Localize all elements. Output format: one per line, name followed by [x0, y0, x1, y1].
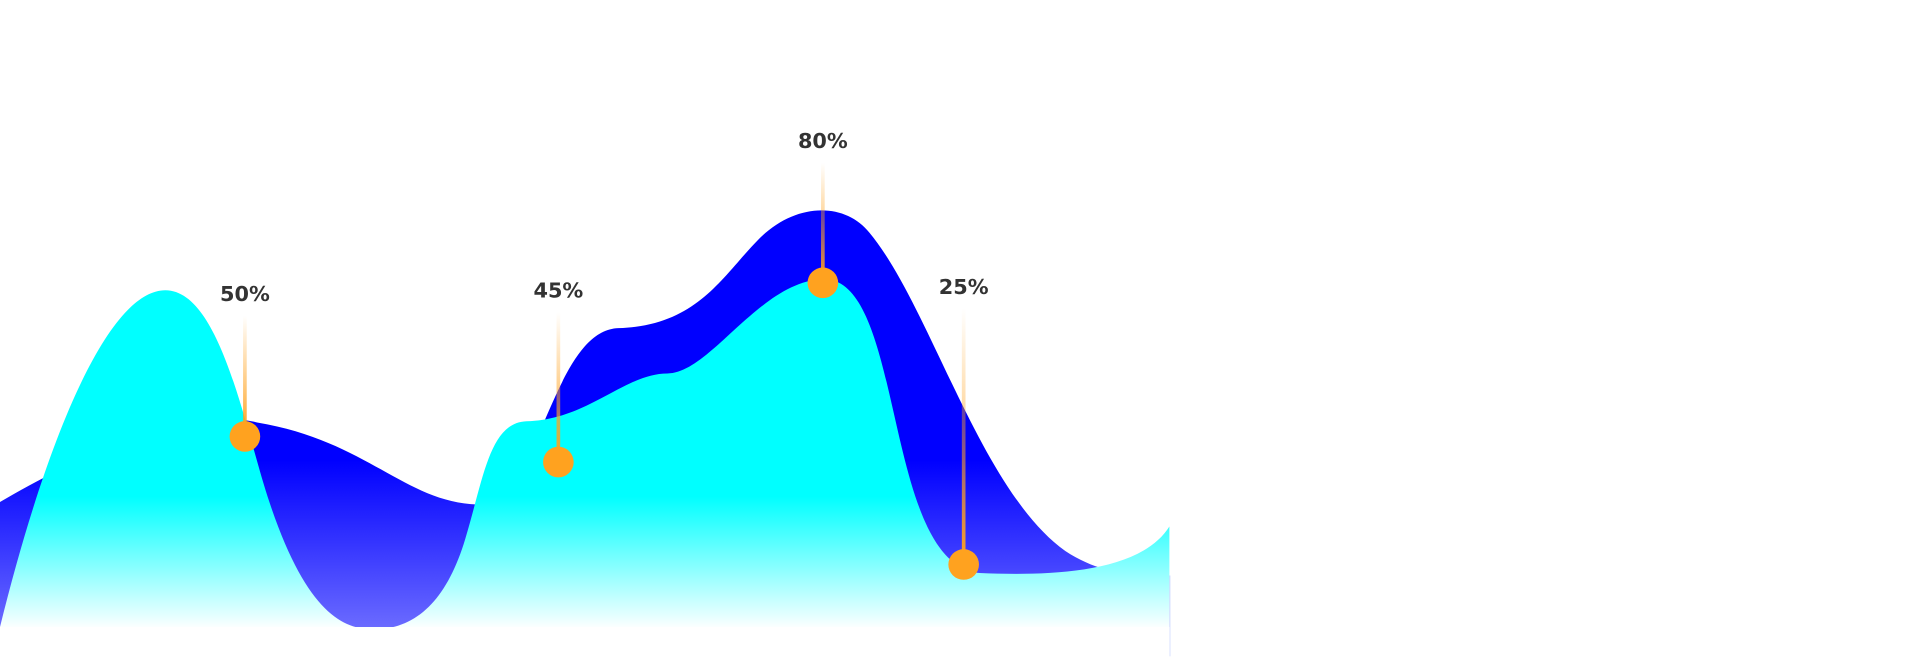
marker-stem: [243, 315, 247, 437]
marker-stem: [556, 312, 561, 463]
marker-dot: [543, 446, 574, 478]
value-label: 80%: [798, 129, 848, 153]
value-label: 45%: [533, 279, 583, 303]
value-label: 50%: [220, 282, 270, 306]
marker-stem: [961, 308, 966, 565]
marker-stem: [821, 162, 825, 283]
value-label: 25%: [939, 275, 989, 299]
front-wave: [0, 279, 1170, 630]
marker-dot: [229, 421, 261, 452]
marker-dot: [807, 267, 839, 299]
marker-dot: [948, 549, 979, 580]
